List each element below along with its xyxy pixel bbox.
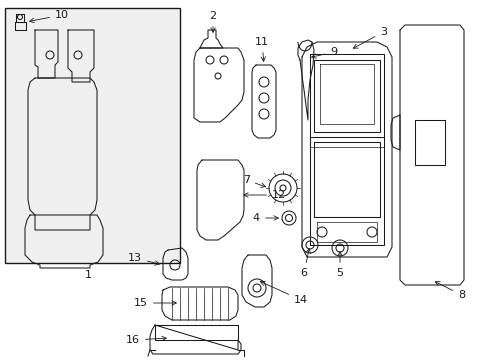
- Text: 8: 8: [434, 282, 464, 300]
- Text: 5: 5: [336, 252, 343, 278]
- Text: 7: 7: [243, 175, 265, 187]
- Text: 2: 2: [209, 11, 216, 32]
- Text: 10: 10: [30, 10, 69, 23]
- Text: 16: 16: [126, 335, 166, 345]
- Bar: [5, 8, 180, 263]
- Text: 4: 4: [252, 213, 278, 223]
- Text: 12: 12: [243, 190, 285, 200]
- Text: 6: 6: [300, 249, 310, 278]
- Text: 9: 9: [311, 47, 336, 58]
- Text: 1: 1: [84, 270, 91, 280]
- Text: 3: 3: [352, 27, 386, 48]
- Text: 13: 13: [128, 253, 159, 265]
- Text: 11: 11: [254, 37, 268, 61]
- Text: 15: 15: [134, 298, 176, 308]
- Text: 14: 14: [260, 282, 307, 305]
